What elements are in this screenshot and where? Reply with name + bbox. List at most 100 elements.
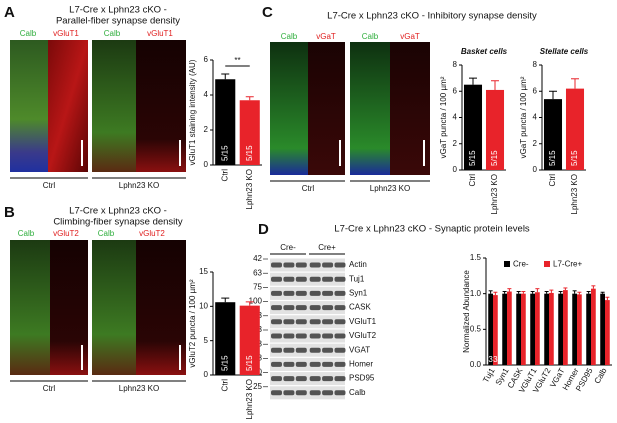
bar: [549, 292, 554, 365]
x-tick-label: Ctrl: [468, 174, 477, 187]
blot-band: [295, 390, 307, 396]
blot-band: [295, 361, 307, 367]
y-tick-label: 5: [204, 336, 209, 345]
sample-size: 5/15: [220, 355, 229, 371]
y-axis-label: vGaT puncta / 100 µm²: [439, 76, 448, 158]
channel-label: Calb: [362, 32, 379, 41]
group-label: Ctrl: [43, 181, 56, 190]
y-tick-label: 4: [453, 113, 458, 122]
protein-label: PSD95: [349, 374, 375, 383]
x-tick-label: Lphn23 KO: [245, 169, 254, 209]
channel-label: Calb: [281, 32, 298, 41]
blot-group-label: Cre-: [280, 243, 296, 252]
blot-band: [309, 347, 321, 353]
blot-band: [271, 262, 282, 268]
micrograph: [350, 42, 390, 175]
micrograph: [92, 240, 136, 375]
blot-band: [295, 319, 307, 325]
y-tick-label: 2: [533, 139, 538, 148]
blot-band: [334, 319, 346, 325]
bar: [558, 293, 563, 365]
micrograph: [308, 42, 345, 175]
y-tick-label: 0.0: [470, 360, 482, 369]
channel-label: vGluT2: [53, 229, 79, 238]
blot-band: [309, 333, 321, 339]
channel-label: vGluT1: [147, 29, 173, 38]
blot-band: [334, 305, 346, 311]
blot-band: [295, 276, 307, 282]
channel-label: Calb: [104, 29, 121, 38]
y-tick-label: 0.5: [470, 324, 482, 333]
y-tick-label: 6: [533, 86, 538, 95]
legend-swatch: [504, 261, 510, 267]
blot-band: [283, 276, 295, 282]
blot-band: [283, 290, 295, 296]
y-tick-label: 2: [204, 125, 209, 134]
blot-band: [283, 319, 295, 325]
channel-label: Calb: [98, 229, 115, 238]
blot-band: [295, 262, 307, 268]
blot-band: [271, 290, 282, 296]
y-tick-label: 15: [199, 267, 208, 276]
y-tick-label: 0: [453, 165, 458, 174]
blot-band: [283, 347, 295, 353]
blot-strip: [270, 258, 345, 272]
panel-title: Parallel-fiber synapse density: [56, 16, 180, 27]
panel-title: L7-Cre x Lphn23 cKO -: [69, 5, 167, 16]
blot-band: [334, 376, 346, 382]
y-tick-label: 8: [453, 60, 458, 69]
y-tick-label: 0: [204, 160, 209, 169]
legend-label: Cre-: [513, 260, 529, 269]
x-tick-label: Lphn23 KO: [245, 379, 254, 419]
group-label: Lphn23 KO: [119, 181, 159, 190]
bar: [530, 293, 535, 365]
bar: [239, 100, 260, 165]
protein-label: Calb: [349, 388, 366, 397]
protein-label: Homer: [349, 360, 373, 369]
protein-label: VGluT2: [349, 331, 377, 340]
sample-size: 5/15: [490, 150, 499, 166]
sample-size: 3: [488, 355, 493, 364]
blot-band: [334, 390, 346, 396]
blot-band: [283, 305, 295, 311]
blot-band: [271, 305, 282, 311]
blot-band: [322, 262, 334, 268]
blot-band: [309, 276, 321, 282]
blot-band: [309, 305, 321, 311]
channel-label: Calb: [18, 229, 35, 238]
y-tick-label: 6: [453, 86, 458, 95]
blot-band: [271, 333, 282, 339]
blot-band: [295, 347, 307, 353]
bar: [586, 293, 591, 365]
western-blot: Actin42Tuj163Syn175CASK100VGluT163VGluT2…: [249, 254, 377, 400]
blot-band: [295, 305, 307, 311]
bar: [544, 293, 549, 365]
y-tick-label: 6: [204, 55, 209, 64]
bar: [535, 292, 540, 365]
blot-band: [271, 376, 282, 382]
protein-label: Actin: [349, 260, 367, 269]
protein-label: Tuj1: [349, 274, 365, 283]
blot-band: [309, 290, 321, 296]
blot-strip: [270, 329, 345, 343]
x-tick-label: Ctrl: [548, 174, 557, 187]
bar: [488, 293, 493, 365]
group-label: Ctrl: [302, 184, 315, 193]
chart-title: Basket cells: [461, 47, 508, 56]
blot-band: [334, 333, 346, 339]
blot-band: [322, 305, 334, 311]
bar: [565, 88, 585, 170]
protein-label: CASK: [349, 303, 371, 312]
panel-title: Climbing-fiber synapse density: [53, 217, 183, 228]
bar: [516, 293, 521, 365]
blot-band: [334, 290, 346, 296]
group-label: Lphn23 KO: [370, 184, 410, 193]
blot-strip: [270, 357, 345, 371]
mw-marker: 42: [253, 254, 262, 263]
blot-band: [322, 390, 334, 396]
micrograph: [136, 240, 186, 375]
blot-band: [334, 276, 346, 282]
sample-size: 5/15: [548, 150, 557, 166]
legend-swatch: [544, 261, 550, 267]
x-tick-label: Lphn23 KO: [490, 174, 499, 214]
